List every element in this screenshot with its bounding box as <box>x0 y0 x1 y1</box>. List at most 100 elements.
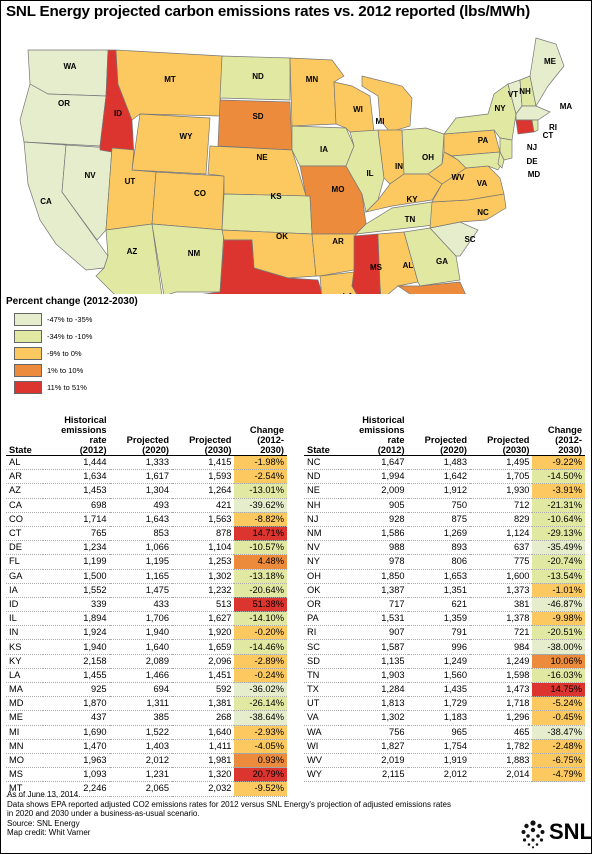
cell-projected-2020: 965 <box>451 726 468 737</box>
cell-projected-2020: 1,435 <box>443 684 468 695</box>
legend-item: -47% to -35% <box>6 311 206 328</box>
cell-projected-2020: 1,706 <box>145 613 170 624</box>
table-row: AL 1,444 1,333 1,415 -1.98% <box>6 455 287 470</box>
legend-label: 1% to 10% <box>47 366 84 375</box>
state-pa <box>443 129 501 157</box>
table-row: NJ 928 875 829 -10.64% <box>304 512 585 527</box>
cell-historical: 2,115 <box>381 769 405 780</box>
cell-change: -4.05% <box>234 739 287 754</box>
table-row: PA 1,531 1,359 1,378 -9.98% <box>304 611 585 626</box>
state-label-ct: CT <box>543 131 554 140</box>
state-ks <box>221 193 313 235</box>
state-nm <box>151 223 225 294</box>
state-label-wi: WI <box>353 105 363 114</box>
cell-historical: 905 <box>389 499 405 510</box>
state-label-ks: KS <box>270 192 282 201</box>
cell-historical: 1,587 <box>381 641 405 652</box>
cell-projected-2020: 1,333 <box>145 457 170 468</box>
cell-state: OR <box>307 598 321 609</box>
cell-projected-2020: 1,304 <box>145 485 170 496</box>
table-row: RI 907 791 721 -20.51% <box>304 625 585 640</box>
state-wa <box>27 49 109 97</box>
cell-projected-2020: 1,912 <box>443 485 468 496</box>
cell-change: -9.52% <box>234 781 287 796</box>
cell-historical: 1,453 <box>83 485 107 496</box>
cell-change: -0.24% <box>234 668 287 683</box>
cell-projected-2020: 1,183 <box>443 712 468 723</box>
legend-label: -47% to -35% <box>47 315 93 324</box>
state-ny <box>443 83 517 141</box>
data-table-right: State Historical emissions rate (2012) Projec… <box>304 415 585 782</box>
header-state: State <box>9 445 32 455</box>
table-row: MA 925 694 592 -36.02% <box>6 682 287 697</box>
state-label-pa: PA <box>478 136 489 145</box>
cell-state: SD <box>307 655 320 666</box>
table-row: VA 1,302 1,183 1,296 -0.45% <box>304 710 585 726</box>
table-row: TN 1,903 1,560 1,598 -16.03% <box>304 668 585 683</box>
cell-historical: 1,444 <box>83 457 107 468</box>
table-row: NE 2,009 1,912 1,930 -3.91% <box>304 483 585 499</box>
cell-state: RI <box>307 627 317 638</box>
table-row: MT 2,246 2,065 2,032 -9.52% <box>6 781 287 796</box>
state-label-ri: RI <box>549 123 557 132</box>
cell-state: CO <box>9 513 23 524</box>
cell-historical: 1,850 <box>381 570 405 581</box>
cell-state: ID <box>9 598 19 609</box>
table-row: MS 1,093 1,231 1,320 20.79% <box>6 767 287 782</box>
table-row: IL 1,894 1,706 1,627 -14.10% <box>6 611 287 626</box>
cell-historical: 698 <box>91 499 107 510</box>
cell-projected-2030: 1,373 <box>506 584 530 595</box>
cell-projected-2030: 775 <box>513 556 530 567</box>
cell-projected-2020: 2,065 <box>145 783 170 794</box>
cell-historical: 1,714 <box>83 513 107 524</box>
cell-projected-2020: 791 <box>451 627 468 638</box>
cell-change: -2.89% <box>234 654 287 669</box>
cell-projected-2020: 1,729 <box>443 698 468 709</box>
state-ar <box>311 233 357 277</box>
table-row: UT 1,813 1,729 1,718 -5.24% <box>304 696 585 711</box>
cell-projected-2030: 637 <box>513 542 530 553</box>
cell-change: -16.03% <box>532 668 585 683</box>
cell-historical: 1,647 <box>381 457 405 468</box>
state-label-tn: TN <box>405 215 416 224</box>
cell-projected-2020: 433 <box>153 598 170 609</box>
cell-state: AR <box>9 471 22 482</box>
cell-state: UT <box>307 698 320 709</box>
cell-change: -0.45% <box>532 710 585 726</box>
cell-change: -13.18% <box>234 569 287 584</box>
cell-change: -14.10% <box>234 611 287 626</box>
table-row: WV 2,019 1,919 1,883 -6.75% <box>304 753 585 768</box>
state-wy <box>131 113 211 175</box>
cell-projected-2020: 853 <box>153 528 170 539</box>
cell-projected-2020: 2,089 <box>145 655 170 666</box>
legend-item: -34% to -10% <box>6 328 206 345</box>
cell-projected-2020: 1,617 <box>145 471 170 482</box>
cell-historical: 1,924 <box>83 627 107 638</box>
cell-projected-2030: 1,883 <box>506 755 530 766</box>
cell-historical: 1,302 <box>381 712 405 723</box>
cell-projected-2020: 1,642 <box>443 471 468 482</box>
state-label-ia: IA <box>320 145 328 154</box>
state-label-in: IN <box>395 162 403 171</box>
cell-change: -2.93% <box>234 725 287 740</box>
table-row: MO 1,963 2,012 1,981 0.93% <box>6 753 287 768</box>
legend-label: 11% to 51% <box>47 383 87 392</box>
header-projected-2030: Projected (2030) <box>487 435 530 455</box>
cell-historical: 717 <box>389 598 405 609</box>
cell-change: 4.48% <box>234 554 287 569</box>
cell-projected-2030: 1,320 <box>208 769 232 780</box>
state-mt <box>115 49 223 121</box>
cell-historical: 437 <box>91 712 107 723</box>
cell-historical: 925 <box>91 684 107 695</box>
data-table-left: State Historical emissions rate (2012) Projec… <box>6 415 287 797</box>
table-row: CA 698 493 421 -39.62% <box>6 498 287 513</box>
cell-state: MI <box>9 726 20 737</box>
header-change: Change (2012- 2030) <box>547 425 582 455</box>
table-row: MN 1,470 1,403 1,411 -4.05% <box>6 739 287 754</box>
cell-historical: 1,552 <box>83 584 107 595</box>
cell-state: MD <box>9 698 24 709</box>
cell-historical: 1,531 <box>381 613 405 624</box>
cell-state: IN <box>9 627 19 638</box>
cell-state: AL <box>9 457 21 468</box>
cell-projected-2030: 268 <box>215 712 232 723</box>
